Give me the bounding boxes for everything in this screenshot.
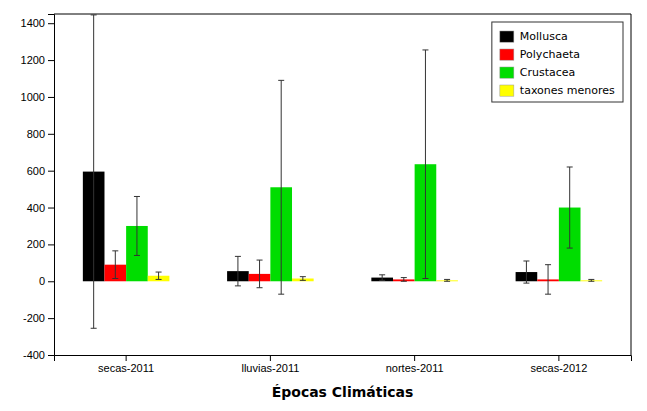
legend-label: Crustacea [520, 66, 576, 79]
error-bar [523, 261, 529, 283]
error-bar [567, 167, 573, 248]
legend-item: Mollusca [500, 30, 568, 43]
x-tick-mark [126, 355, 127, 361]
y-tick-mark [48, 355, 54, 356]
y-tick-mark [48, 208, 54, 209]
y-tick: 600 [27, 165, 54, 177]
y-tick-mark [48, 244, 54, 245]
y-tick-mark [48, 97, 54, 98]
error-bar [235, 256, 241, 285]
error-bar [91, 15, 97, 328]
y-tick: 800 [27, 128, 54, 140]
x-tick-label: secas-2011 [98, 362, 154, 374]
legend-swatch [500, 31, 514, 42]
bar [436, 280, 458, 282]
frame-right [631, 14, 632, 355]
legend: Mollusca Polychaeta Crustacea taxones menor… [492, 22, 623, 102]
y-tick: 1400 [21, 17, 54, 29]
legend-swatch [500, 49, 514, 60]
y-tick: -200 [23, 312, 54, 324]
legend-item: taxones menores [500, 84, 615, 97]
series [104, 265, 558, 282]
legend-swatch [500, 85, 514, 96]
y-tick: 0 [39, 275, 54, 287]
y-tick-mark [48, 23, 54, 24]
legend-label: taxones menores [520, 84, 615, 97]
y-tick-label: 1200 [21, 54, 45, 66]
legend-box [492, 22, 623, 102]
x-tick: secas-2012 [530, 355, 587, 374]
y-tick-mark [48, 318, 54, 319]
y-tick-label: 600 [27, 165, 45, 177]
series [148, 276, 602, 282]
y-tick-mark [48, 281, 54, 282]
y-tick: 1000 [21, 91, 54, 103]
series [83, 172, 537, 282]
error-bar [545, 265, 551, 294]
chart: -400 -200 0 200 400 600 800 1000 1200 1400 secas-2… [0, 0, 647, 411]
x-tick: secas-2011 [98, 355, 154, 374]
bar [581, 280, 603, 282]
error-bar [112, 251, 118, 279]
error-bar [300, 277, 306, 281]
x-tick-label: nortes-2011 [386, 362, 444, 374]
error-bar [422, 50, 428, 279]
x-axis-line [55, 356, 632, 362]
legend-label: Mollusca [520, 30, 568, 43]
y-axis-line [48, 15, 55, 356]
x-axis-title: Épocas Climáticas [272, 384, 414, 400]
y-tick-mark [48, 60, 54, 61]
error-bar [156, 272, 162, 279]
x-tick-mark [414, 355, 415, 361]
y-tick-label: 1000 [21, 91, 45, 103]
error-bars [91, 15, 530, 328]
x-tick-mark [558, 355, 559, 361]
error-bar [134, 196, 140, 255]
legend-swatch [500, 67, 514, 78]
y-tick: 200 [27, 238, 54, 250]
y-tick-mark [48, 171, 54, 172]
y-tick-label: 0 [39, 275, 45, 287]
legend-item: Crustacea [500, 66, 576, 79]
y-tick-label: -200 [23, 312, 45, 324]
x-tick-label: lluvias-2011 [241, 362, 299, 374]
x-tick: lluvias-2011 [241, 355, 299, 374]
legend-label: Polychaeta [520, 48, 580, 61]
y-tick-label: 200 [27, 238, 45, 250]
plot: -400 -200 0 200 400 600 800 1000 1200 1400 secas-2… [21, 14, 632, 374]
legend-item: Polychaeta [500, 48, 580, 61]
error-bars [112, 251, 551, 294]
error-bar [444, 279, 450, 281]
series [126, 164, 580, 281]
error-bars [134, 50, 573, 294]
y-tick-label: 1400 [21, 17, 45, 29]
y-tick-label: 400 [27, 202, 45, 214]
error-bar [257, 260, 263, 288]
y-tick: 1200 [21, 54, 54, 66]
error-bar [401, 278, 407, 282]
y-tick-label: -400 [23, 349, 45, 361]
y-tick-mark [48, 134, 54, 135]
y-axis: -400 -200 0 200 400 600 800 1000 1200 1400 [21, 15, 55, 362]
y-tick: 400 [27, 202, 54, 214]
error-bar [278, 80, 284, 294]
x-tick: nortes-2011 [386, 355, 444, 374]
frame-top [54, 14, 631, 15]
error-bar [379, 275, 385, 281]
y-tick: -400 [23, 349, 54, 361]
y-tick-label: 800 [27, 128, 45, 140]
error-bars [156, 272, 595, 281]
error-bar [588, 279, 594, 281]
x-axis: secas-2011 lluvias-2011 nortes-2011 secas-2… [55, 355, 632, 374]
x-tick-mark [270, 355, 271, 361]
x-tick-label: secas-2012 [530, 362, 587, 374]
